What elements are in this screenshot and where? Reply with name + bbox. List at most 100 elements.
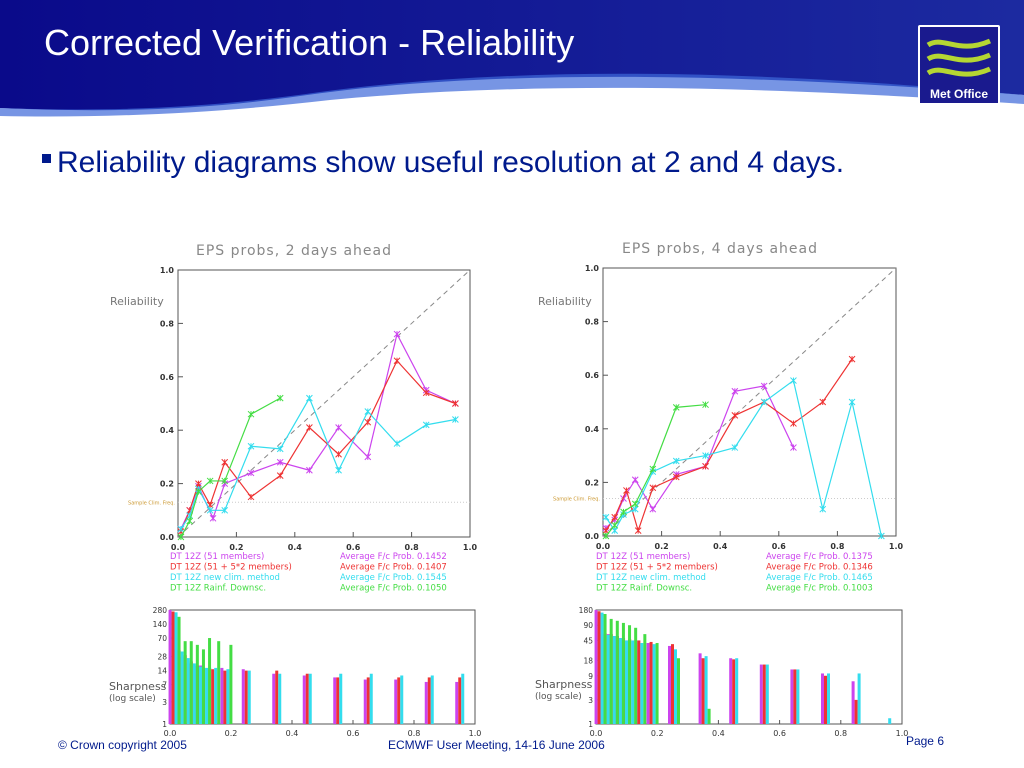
x-tick-label: 0.0 (164, 729, 177, 738)
x-tick-label: 0.2 (651, 729, 664, 738)
bar-2 (765, 664, 769, 724)
x-tick-label: 0.0 (171, 543, 186, 552)
series-point-3 (177, 533, 185, 541)
x-tick-label: 0.2 (655, 542, 669, 551)
legend-avg-1: Average F/c Prob. 0.1407 (340, 563, 447, 573)
bar-3 (628, 625, 632, 724)
bar-2 (857, 673, 861, 724)
series-line-0 (180, 332, 456, 530)
series-point-3 (702, 401, 709, 409)
y-tick-label: 0.2 (160, 480, 174, 489)
bar-2 (827, 673, 830, 724)
bar-0 (333, 677, 337, 724)
series-point-3 (206, 477, 214, 485)
bar-0 (759, 664, 763, 724)
y-tick-label: 1 (162, 720, 167, 729)
series-point-3 (631, 500, 639, 508)
y-tick-label: 18 (583, 657, 593, 666)
bar-0 (424, 681, 428, 724)
bar-2 (625, 640, 629, 724)
bar-0 (394, 679, 398, 724)
x-tick-label: 0.6 (773, 729, 786, 738)
x-tick-label: 0.8 (834, 729, 847, 738)
series-point-0 (364, 453, 372, 461)
y-tick-label: 1.0 (585, 264, 600, 273)
series-point-0 (790, 444, 797, 451)
bar-0 (455, 681, 459, 724)
series-point-3 (611, 521, 619, 529)
chart-title: EPS probs, 4 days ahead (622, 241, 818, 257)
bar-1 (671, 644, 674, 724)
bar-3 (229, 644, 233, 724)
bar-3 (183, 641, 187, 724)
bar-2 (192, 663, 196, 724)
y-tick-label: 0.4 (160, 426, 175, 435)
bar-2 (612, 636, 616, 724)
series-point-1 (452, 400, 459, 407)
chart-title: EPS probs, 2 days ahead (196, 243, 392, 259)
y-tick-label: 1 (588, 720, 593, 729)
y-tick-label: 14 (157, 667, 167, 676)
y-tick-label: 0.6 (160, 373, 175, 382)
y-tick-label: 0.8 (160, 319, 175, 328)
legend-entry-3: DT 12Z Rainf. Downsc. (170, 584, 266, 594)
series-point-3 (195, 488, 202, 495)
series-point-2 (819, 505, 827, 513)
bar-1 (305, 673, 309, 724)
series-point-2 (247, 442, 255, 450)
series-line-1 (180, 359, 456, 532)
x-tick-label: 1.0 (896, 729, 909, 738)
sharpness-label: Sharpness (109, 680, 167, 693)
bar-1 (701, 658, 705, 724)
x-tick-label: 1.0 (889, 542, 904, 551)
y-tick-label: 7 (162, 681, 167, 690)
x-tick-label: 0.8 (830, 542, 845, 551)
bar-0 (790, 669, 794, 724)
bar-2 (674, 649, 677, 724)
bar-3 (195, 644, 199, 724)
bar-3 (677, 658, 680, 724)
bar-2 (174, 612, 178, 724)
bar-3 (603, 614, 607, 724)
y-tick-label: 0.8 (585, 318, 600, 327)
series-point-1 (221, 458, 229, 466)
series-point-2 (702, 452, 709, 459)
plot-frame (177, 269, 471, 538)
y-tick-label: 3 (588, 696, 593, 705)
bar-1 (793, 669, 797, 724)
logo-text: Met Office (929, 87, 988, 101)
sharpness-sublabel: (log scale) (535, 692, 582, 702)
x-tick-label: 0.0 (596, 542, 611, 551)
legend-entry-0: DT 12Z (51 members) (596, 552, 690, 562)
series-point-2 (452, 416, 459, 423)
bar-2 (796, 669, 800, 724)
bar-2 (186, 658, 190, 724)
series-point-0 (760, 382, 768, 390)
bar-3 (621, 622, 625, 724)
bar-2 (704, 656, 708, 724)
legend-avg-1: Average F/c Prob. 0.1346 (766, 563, 873, 573)
perfect-reliability-line (177, 269, 471, 538)
legend-entry-3: DT 12Z Rainf. Downsc. (596, 584, 692, 594)
series-line-1 (605, 358, 853, 533)
bar-0 (241, 669, 245, 724)
series-line-0 (605, 385, 794, 529)
bar-2 (606, 634, 610, 724)
y-tick-label: 1.0 (160, 266, 175, 275)
series-point-1 (393, 357, 401, 365)
legend-avg-3: Average F/c Prob. 0.1003 (766, 584, 873, 594)
bullet-square-icon (42, 153, 51, 163)
series-point-2 (731, 444, 739, 451)
series-point-1 (819, 398, 827, 406)
bar-1 (171, 611, 175, 724)
bar-3 (643, 634, 647, 724)
x-tick-label: 0.2 (229, 543, 243, 552)
series-point-1 (649, 484, 657, 492)
bar-1 (223, 670, 227, 724)
series-point-2 (177, 525, 185, 533)
bar-3 (609, 618, 613, 724)
bar-3 (634, 627, 638, 724)
series-point-0 (306, 466, 313, 474)
series-point-3 (276, 394, 284, 402)
